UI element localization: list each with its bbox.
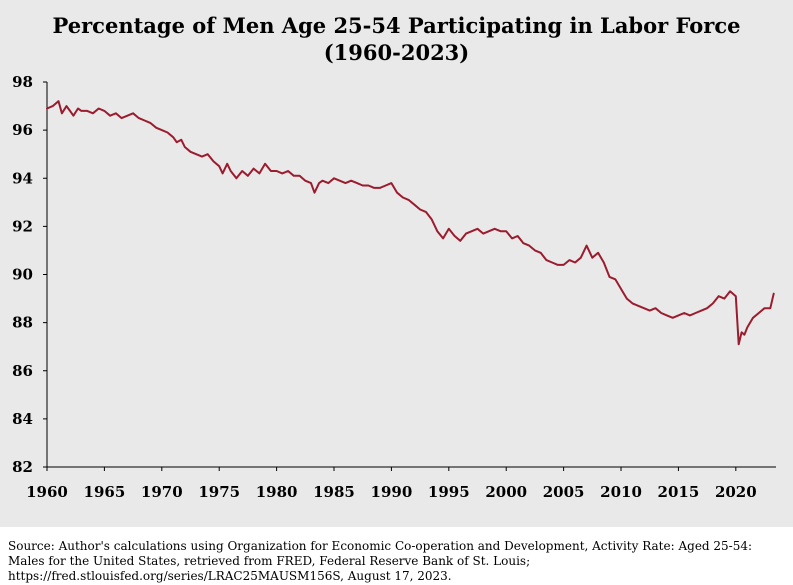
x-tick-label: 1965 <box>84 483 126 501</box>
x-tick-label: 1975 <box>198 483 240 501</box>
y-tick-label: 84 <box>12 410 33 428</box>
y-tick-label: 90 <box>12 266 33 284</box>
y-tick-label: 92 <box>12 217 33 235</box>
x-tick-label: 2010 <box>600 483 642 501</box>
y-tick-label: 82 <box>12 458 33 476</box>
x-tick-label: 1980 <box>256 483 298 501</box>
x-tick-label: 2005 <box>543 483 585 501</box>
y-tick-label: 98 <box>12 73 33 91</box>
y-tick-label: 94 <box>12 169 33 187</box>
x-tick-label: 1990 <box>371 483 413 501</box>
chart-panel: Percentage of Men Age 25-54 Participatin… <box>0 0 793 527</box>
chart-subtitle: (1960-2023) <box>323 40 470 65</box>
x-tick-label: 1960 <box>26 483 68 501</box>
y-tick-label: 96 <box>12 121 33 139</box>
x-tick-label: 2020 <box>715 483 757 501</box>
chart-title: Percentage of Men Age 25-54 Participatin… <box>0 12 793 66</box>
chart-title-line: Percentage of Men Age 25-54 Participatin… <box>52 13 741 38</box>
x-tick-label: 2000 <box>485 483 527 501</box>
line-chart: 82 84 86 88 90 92 94 96 98 1960 1965 1970 1975 1980 19… <box>12 73 776 501</box>
x-tick-label: 1995 <box>428 483 470 501</box>
series-line <box>46 100 775 346</box>
x-tick-label: 1985 <box>313 483 355 501</box>
x-tick-label: 1970 <box>141 483 183 501</box>
x-tick-label: 2015 <box>658 483 700 501</box>
source-note: Source: Author's calculations using Orga… <box>8 539 753 583</box>
y-tick-label: 88 <box>12 314 33 332</box>
y-tick-label: 86 <box>12 362 33 380</box>
